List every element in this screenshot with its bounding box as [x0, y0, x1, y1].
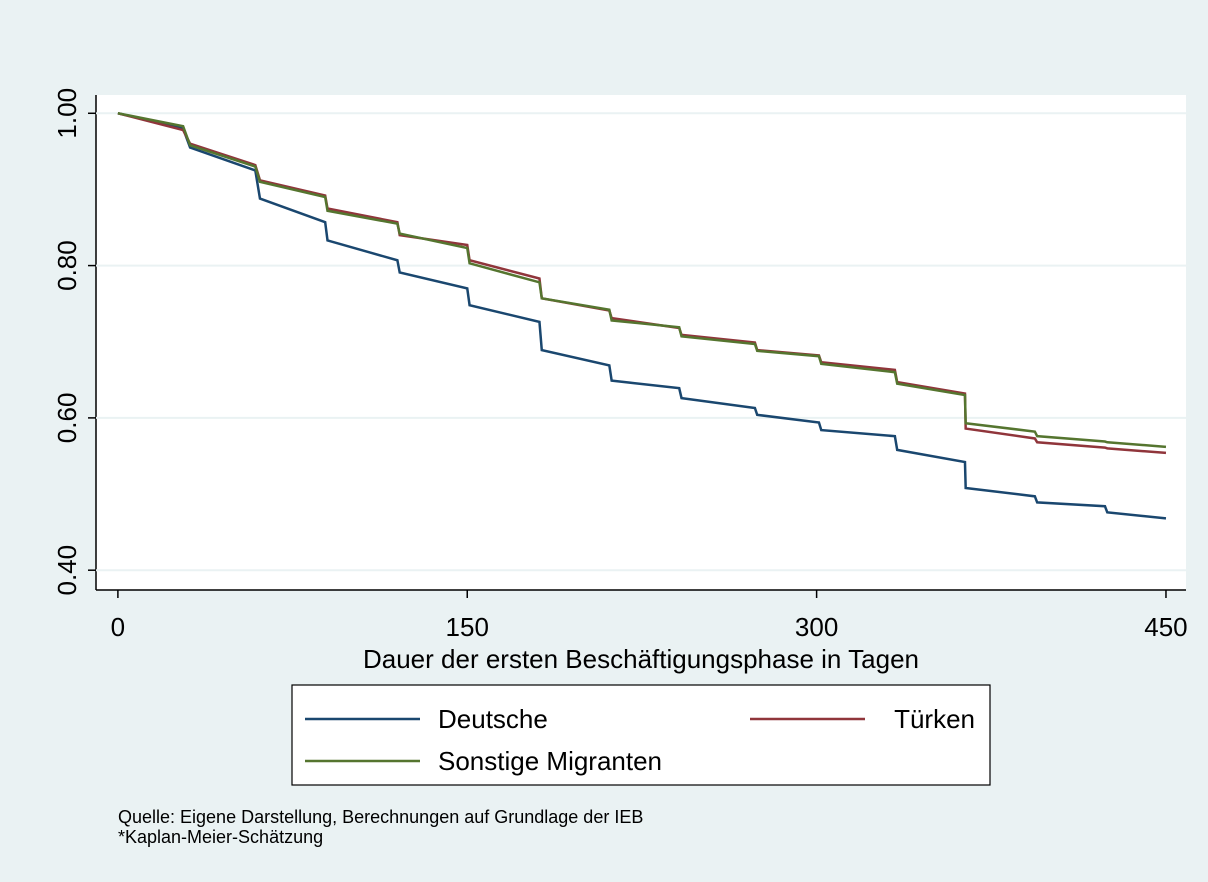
x-tick-label: 0: [111, 612, 125, 642]
y-tick-label: 0.60: [52, 393, 82, 444]
legend-label: Türken: [894, 704, 975, 734]
legend-box: [291, 684, 991, 786]
legend-label: Sonstige Migranten: [438, 746, 662, 776]
note: Quelle: Eigene Darstellung, Berechnungen…: [118, 807, 643, 827]
x-tick-label: 450: [1144, 612, 1187, 642]
y-tick-label: 1.00: [52, 88, 82, 139]
line-series: [117, 112, 1167, 520]
x-tick-label: 150: [446, 612, 489, 642]
x-tick-label: 300: [795, 612, 838, 642]
plot-area: [96, 95, 1186, 590]
y-tick-label: 0.80: [52, 240, 82, 291]
y-tick-label: 0.40: [52, 545, 82, 596]
note: *Kaplan-Meier-Schätzung: [118, 827, 323, 847]
line-series: [117, 112, 1167, 449]
x-axis-label: Dauer der ersten Beschäftigungsphase in …: [363, 644, 919, 674]
legend-label: Deutsche: [438, 704, 548, 734]
